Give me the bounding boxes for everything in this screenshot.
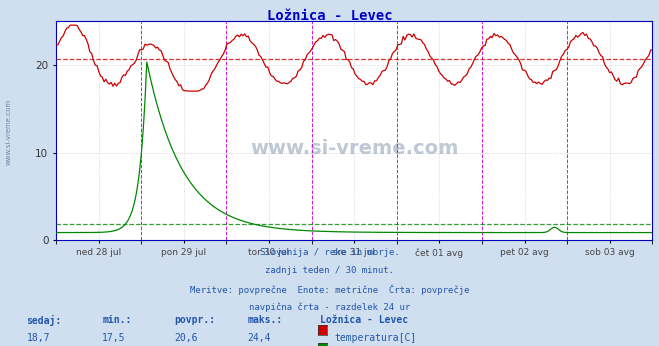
Text: 18,7: 18,7 [26,333,50,343]
Text: Slovenija / reke in morje.: Slovenija / reke in morje. [260,248,399,257]
Text: 17,5: 17,5 [102,333,126,343]
Text: 20,6: 20,6 [175,333,198,343]
Text: temperatura[C]: temperatura[C] [334,333,416,343]
Text: navpična črta - razdelek 24 ur: navpična črta - razdelek 24 ur [249,302,410,312]
Text: www.si-vreme.com: www.si-vreme.com [5,98,11,165]
Text: sedaj:: sedaj: [26,315,61,326]
Text: Meritve: povprečne  Enote: metrične  Črta: povprečje: Meritve: povprečne Enote: metrične Črta:… [190,284,469,295]
Text: povpr.:: povpr.: [175,315,215,325]
Text: www.si-vreme.com: www.si-vreme.com [250,139,459,158]
Text: zadnji teden / 30 minut.: zadnji teden / 30 minut. [265,266,394,275]
Text: Ložnica - Levec: Ložnica - Levec [267,9,392,22]
Text: maks.:: maks.: [247,315,282,325]
Text: Ložnica - Levec: Ložnica - Levec [320,315,408,325]
Text: min.:: min.: [102,315,132,325]
Text: 24,4: 24,4 [247,333,271,343]
